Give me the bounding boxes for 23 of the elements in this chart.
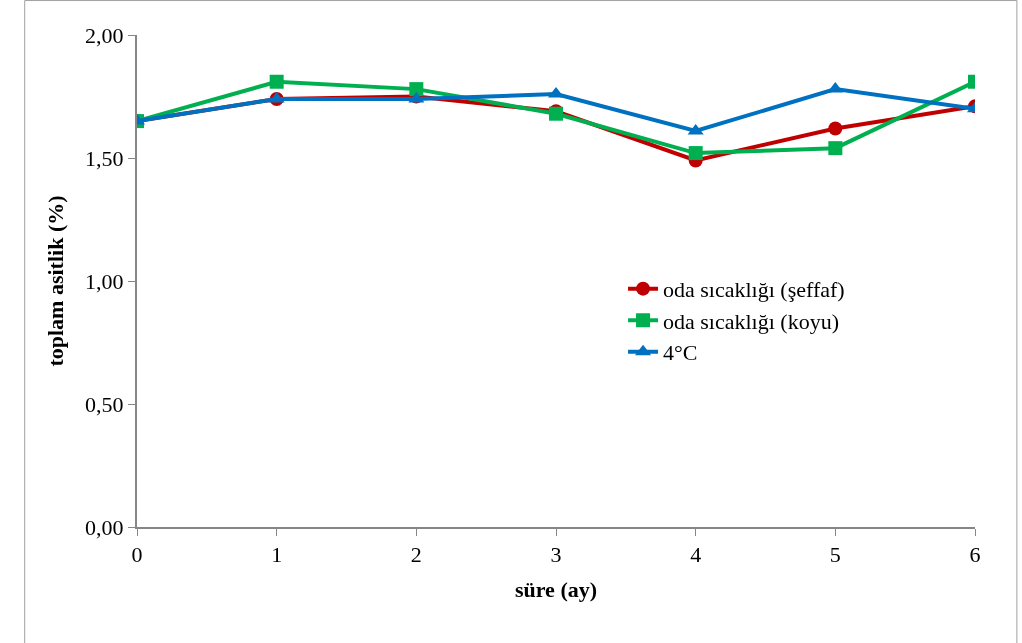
point <box>688 146 703 161</box>
y-tick-label: 1,50 <box>85 145 124 171</box>
y-tick-label: 2,00 <box>85 22 124 48</box>
x-tick-label: 1 <box>271 542 283 568</box>
y-tick-label: 0,00 <box>85 514 124 540</box>
x-tick-label: 5 <box>829 542 841 568</box>
legend-label: 4°C <box>663 340 698 366</box>
x-axis-title: süre (ay) <box>514 576 598 602</box>
x-tick-label: 0 <box>131 542 143 568</box>
point <box>687 123 704 135</box>
x-tick-label: 2 <box>410 542 422 568</box>
point <box>828 141 843 156</box>
point <box>828 121 843 136</box>
point <box>409 82 424 97</box>
legend-label: oda sıcaklığı (şeffaf) <box>663 277 845 303</box>
point <box>269 74 284 89</box>
y-axis-title: toplam asitlik (%) <box>43 195 69 367</box>
x-tick-label: 4 <box>690 542 702 568</box>
x-tick-label: 6 <box>969 542 981 568</box>
legend-label: oda sıcaklığı (koyu) <box>663 308 840 334</box>
y-tick-label: 0,50 <box>85 391 124 417</box>
x-tick-label: 3 <box>550 542 562 568</box>
y-tick-label: 1,00 <box>85 268 124 294</box>
